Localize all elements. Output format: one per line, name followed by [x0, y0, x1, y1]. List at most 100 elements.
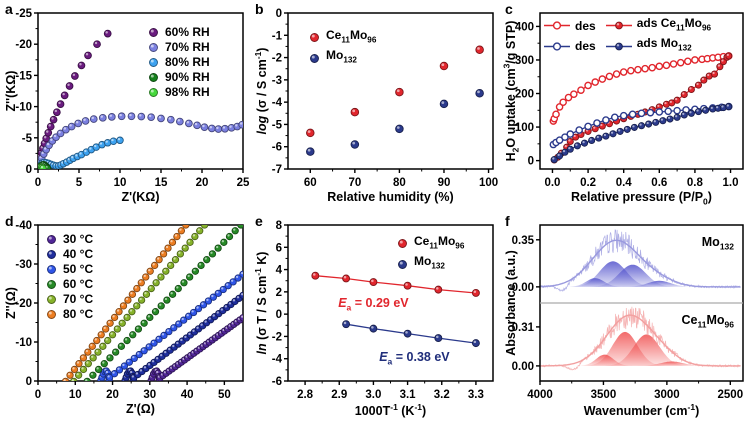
ftir-title-ce-11-mo-96: Ce11Mo96 [681, 313, 734, 330]
y-tick-label: -40 [15, 220, 32, 232]
y-axis-label-e: ln (σ T / S cm-1 K) [252, 251, 270, 355]
x-tick-label: 0.4 [616, 177, 633, 189]
y-tick-label: -10 [15, 102, 32, 114]
series-ce-11-mo-96 [311, 271, 480, 297]
legend-label: 60% RH [165, 25, 210, 39]
y-tick-label: 200 [515, 89, 534, 101]
legend-marker-icon [47, 279, 56, 289]
y-tick-label: 0 [276, 8, 282, 20]
legend-row: Mo132 [396, 254, 464, 273]
legend-a: 60% RH 70% RH 80% RH 90% RH 98% RH [147, 25, 210, 99]
x-tick-label: 60 [304, 177, 317, 189]
series-mo-132 [306, 88, 484, 156]
panel-a: a 0 5 10 15 20 25 0 -5 -10 -15 -20 -25 60% RH 70% RH 80… [0, 0, 250, 213]
x-tick-label: 3.3 [468, 389, 484, 401]
x-axis-label-d: Z'(Ω) [126, 402, 155, 416]
legend-row: 50 °C [45, 262, 93, 276]
x-tick-label: 0.8 [687, 177, 704, 189]
raw-spectrum [540, 229, 741, 292]
legend-e: Ce11Mo96 Mo132 [396, 234, 464, 274]
y-tick-label: 0 [528, 156, 534, 168]
x-tick-label: 0.2 [580, 177, 596, 189]
y-tick-label: -5 [22, 133, 33, 145]
legend-marker-icon [605, 42, 632, 50]
y-tick-label: 0 [276, 309, 282, 321]
panel-d: d 0 10 20 30 40 50 0 -10 -20 -30 -40 30 °C 40 °C 50 °C… [0, 212, 250, 425]
x-tick-label: 0.6 [651, 177, 667, 189]
annotation-4-0: Ea = 0.29 eV [338, 295, 409, 313]
panel-label-f: f [505, 213, 510, 229]
panel-label-a: a [5, 1, 13, 17]
legend-row: 80% RH [147, 55, 210, 69]
series-ce-11-mo-96 [306, 45, 484, 138]
x-tick-label: 3.0 [365, 389, 381, 401]
legend-row: des ads Ce11Mo96 [544, 16, 711, 35]
y-tick-label: 8 [276, 220, 283, 232]
legend-item-80-c: 80 °C [45, 307, 93, 321]
y-tick-label: -2 [272, 331, 282, 343]
x-tick-label: 4000 [527, 389, 553, 401]
legend-row: 30 °C [45, 232, 93, 246]
panel-e: e 2.8 2.9 3.0 3.1 3.2 3.3 -6 -4 -2 0 2 4 6 8 Ea = 0.29 … [250, 212, 500, 425]
y-tick-label: -5 [272, 119, 283, 131]
legend-label: Ce11Mo96 [326, 28, 377, 45]
x-tick-label: 0 [35, 177, 41, 189]
y-tick-label: 4 [276, 265, 283, 277]
x-tick-label: 10 [114, 177, 127, 189]
legend-item-mo-132: Mo132 [308, 48, 357, 67]
legend-item-des: des [544, 19, 596, 33]
legend-d: 30 °C 40 °C 50 °C 60 °C 70 °C 80 °C [45, 232, 93, 321]
legend-item-50-c: 50 °C [45, 262, 93, 276]
legend-marker-icon [310, 33, 319, 43]
legend-label: 40 °C [63, 247, 94, 261]
panel-label-b: b [255, 1, 264, 17]
y-axis-label-b: log (σ / S cm-1) [252, 47, 270, 135]
series-line [315, 275, 476, 294]
x-tick-label: 0.0 [544, 177, 560, 189]
panel-a-plot: 0 5 10 15 20 25 0 -5 -10 -15 -20 -25 [15, 8, 250, 189]
legend-item-70-c: 70 °C [45, 292, 93, 306]
y-tick-label: -6 [272, 142, 282, 154]
y-tick-label: 2 [276, 287, 282, 299]
legend-row: 40 °C [45, 247, 93, 261]
legend-label: Ce11Mo96 [414, 234, 465, 251]
legend-item-40-c: 40 °C [45, 247, 93, 261]
y-tick-label: -6 [272, 376, 282, 388]
legend-marker-icon [149, 72, 158, 82]
y-tick-label: 0.31 [512, 322, 535, 334]
legend-item-90-rh: 90% RH [147, 70, 210, 84]
legend-row: 60 °C [45, 277, 93, 291]
y-tick-label: -7 [272, 164, 282, 176]
y-tick-label: 300 [515, 55, 534, 67]
legend-marker-icon [47, 249, 56, 259]
legend-marker-icon [149, 27, 158, 37]
x-tick-label: 2.9 [331, 389, 347, 401]
legend-item-ads-mo-132: ads Mo132 [605, 36, 692, 55]
legend-row: Mo132 [308, 48, 376, 67]
legend-row: 70% RH [147, 40, 210, 54]
panel-f-plot: 4000 3500 3000 2500 0.35 0.00 0.31 0.00 [512, 224, 744, 401]
panel-label-d: d [5, 213, 14, 229]
y-tick-label: -15 [15, 70, 32, 82]
envelope-curve [540, 314, 741, 367]
legend-item-ce-11-mo-96: Ce11Mo96 [308, 28, 376, 47]
y-tick-label: -10 [15, 337, 32, 349]
legend-marker-icon [47, 264, 56, 274]
y-tick-label: -4 [272, 354, 283, 366]
legend-label: ads Ce11Mo96 [636, 16, 712, 33]
series-80-c [61, 225, 190, 381]
legend-item-ce-11-mo-96: Ce11Mo96 [396, 234, 464, 253]
series-60-c [83, 225, 243, 381]
y-tick-label: 0 [26, 376, 32, 388]
legend-row: Ce11Mo96 [396, 234, 464, 253]
x-tick-label: 1.0 [723, 177, 739, 189]
legend-item-60-rh: 60% RH [147, 25, 210, 39]
y-tick-label: -3 [272, 75, 282, 87]
x-tick-label: 30 [143, 389, 156, 401]
plot-frame [37, 12, 244, 170]
y-tick-label: -4 [272, 97, 283, 109]
ftir-subpanel-ce-11-mo-96 [540, 306, 741, 371]
legend-item-mo-132: Mo132 [396, 254, 445, 273]
legend-row: 98% RH [147, 85, 210, 99]
x-tick-label: 20 [106, 389, 119, 401]
